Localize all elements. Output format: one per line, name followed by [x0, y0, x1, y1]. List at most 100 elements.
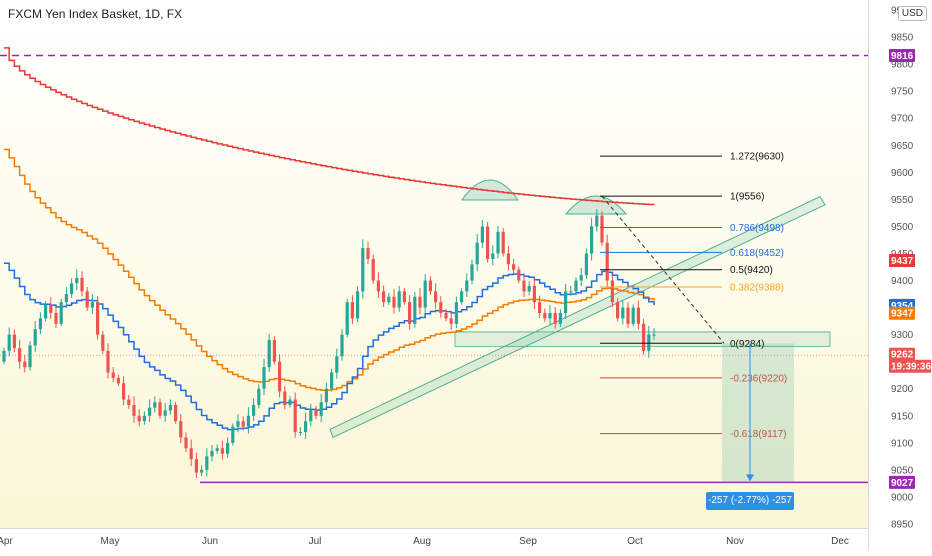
candle-body	[460, 291, 464, 303]
price-tag-ma-orange	[889, 306, 915, 320]
price-tick: 9100	[891, 438, 914, 449]
candle-body	[33, 329, 37, 346]
candle-body	[75, 277, 79, 284]
candle-body	[439, 302, 443, 313]
price-tick: 9000	[891, 492, 914, 503]
candle-body	[2, 350, 6, 362]
candle-body	[486, 226, 490, 259]
candle-body	[605, 242, 609, 281]
currency-badge[interactable]: USD	[897, 6, 927, 21]
candle-body	[501, 231, 505, 254]
candle-body	[413, 296, 417, 324]
candle-body	[475, 242, 479, 265]
fib-label: 0.618(9452)	[730, 248, 784, 259]
candle-body	[54, 312, 58, 324]
measure-label: -257 (-2.77%) -257	[706, 492, 794, 510]
candle-body	[444, 312, 448, 319]
candle-body	[111, 372, 115, 378]
candle-body	[631, 307, 635, 324]
chart-area[interactable]: 1.272(9630) 1(9556) 0.786(9498) 0.618(9452)…	[0, 0, 868, 528]
candle-body	[335, 356, 339, 373]
candle-body	[319, 402, 323, 416]
candle-body	[309, 410, 313, 422]
price-tick: 9050	[891, 465, 914, 476]
candle-body	[106, 350, 110, 373]
candle-body	[293, 399, 297, 433]
candle-body	[642, 323, 646, 351]
price-axis[interactable]: 9900985098009750970096509600955095009450…	[868, 0, 932, 550]
measure-box	[722, 343, 794, 483]
chart-title[interactable]: FXCM Yen Index Basket, 1D, FX	[6, 6, 185, 22]
candle-body	[179, 421, 183, 438]
month-label: Jul	[309, 536, 322, 547]
month-label: May	[101, 536, 120, 547]
fib-label: 0.5(9420)	[730, 265, 773, 276]
candle-body	[647, 334, 651, 351]
candle-body	[200, 469, 204, 473]
candle-body	[590, 226, 594, 254]
candle-body	[226, 442, 230, 454]
candle-body	[350, 302, 354, 319]
candle-body	[194, 459, 198, 473]
candle-body	[189, 448, 193, 460]
candle-body	[553, 312, 557, 324]
candle-body	[382, 291, 386, 303]
month-label: Aug	[413, 536, 431, 547]
fib-label: -0.236(9220)	[730, 373, 787, 384]
price-tag-text: 9262	[891, 350, 914, 361]
month-label: Dec	[831, 536, 849, 547]
candle-body	[70, 283, 74, 295]
candle-body	[392, 296, 396, 308]
price-tick: 9150	[891, 411, 914, 422]
candle-body	[418, 296, 422, 308]
candle-body	[220, 448, 224, 454]
candle-body	[174, 404, 178, 422]
candle-body	[397, 291, 401, 308]
price-tag-text: 9816	[891, 51, 914, 62]
price-tick: 9600	[891, 168, 914, 179]
candle-body	[558, 312, 562, 324]
candle-body	[205, 456, 209, 470]
measure-arrowhead	[746, 474, 754, 482]
price-tag-level-9816	[889, 48, 915, 62]
candle-body	[241, 421, 245, 427]
ma-red-line	[4, 47, 655, 206]
candle-body	[168, 404, 172, 411]
candle-body	[267, 340, 271, 368]
price-tag-level-9027	[889, 475, 915, 489]
candle-body	[652, 334, 656, 336]
candle-body	[376, 280, 380, 292]
candle-body	[283, 391, 287, 405]
candle-body	[18, 348, 22, 362]
price-tick: 8950	[891, 520, 914, 531]
candle-body	[257, 388, 261, 405]
price-tick: 9550	[891, 195, 914, 206]
candle-body	[527, 285, 531, 292]
price-tag-text: 9437	[891, 256, 914, 267]
chart-plot[interactable]: 1.272(9630) 1(9556) 0.786(9498) 0.618(9452)…	[0, 0, 868, 528]
time-axis[interactable]: Apr May Jun Jul Aug Sep Oct Nov Dec	[0, 528, 868, 551]
candle-body	[366, 248, 370, 259]
price-tag-text: 9354	[891, 301, 914, 312]
price-tag-countdown	[889, 359, 931, 373]
price-tag-text: 9027	[891, 478, 914, 489]
candle-body	[158, 402, 162, 416]
month-label: Sep	[519, 536, 537, 547]
candle-body	[595, 215, 599, 227]
candle-body	[272, 340, 276, 362]
candle-body	[543, 312, 547, 319]
candle-body	[90, 302, 94, 308]
month-label: Nov	[726, 536, 744, 547]
candle-body	[345, 302, 349, 335]
candle-body	[252, 404, 256, 416]
candle-body	[387, 296, 391, 303]
candle-body	[38, 318, 42, 330]
candle-body	[579, 275, 583, 281]
price-tick: 9300	[891, 330, 914, 341]
fib-label: 0(9284)	[730, 339, 764, 350]
candle-body	[434, 291, 438, 303]
fib-label: 1(9556)	[730, 192, 764, 203]
candle-body	[496, 231, 500, 254]
candle-body	[231, 426, 235, 443]
price-tick: 9500	[891, 222, 914, 233]
